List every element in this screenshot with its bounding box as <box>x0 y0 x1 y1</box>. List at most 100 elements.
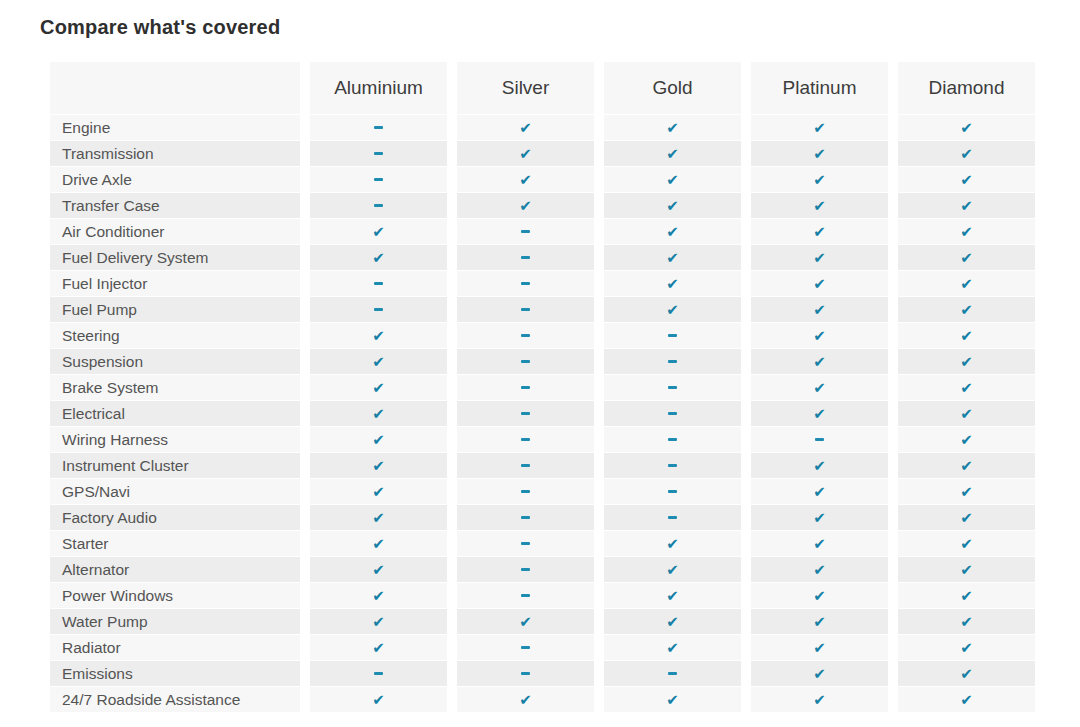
check-icon: ✔ <box>960 354 973 369</box>
not-covered-cell <box>447 504 594 530</box>
covered-cell: ✔ <box>300 244 447 270</box>
covered-cell: ✔ <box>741 582 888 608</box>
table-row: Factory Audio✔✔✔ <box>50 504 1035 530</box>
check-icon: ✔ <box>960 146 973 161</box>
not-covered-cell <box>300 140 447 166</box>
not-covered-cell <box>300 192 447 218</box>
dash-icon <box>521 594 530 597</box>
covered-cell: ✔ <box>741 504 888 530</box>
covered-cell: ✔ <box>300 322 447 348</box>
not-covered-cell <box>447 478 594 504</box>
check-icon: ✔ <box>372 432 385 447</box>
dash-icon <box>521 256 530 259</box>
covered-cell: ✔ <box>741 374 888 400</box>
check-icon: ✔ <box>813 406 826 421</box>
table-row: Drive Axle✔✔✔✔ <box>50 166 1035 192</box>
table-row: Fuel Delivery System✔✔✔✔ <box>50 244 1035 270</box>
check-icon: ✔ <box>813 198 826 213</box>
dash-icon <box>521 646 530 649</box>
table-row: Engine✔✔✔✔ <box>50 114 1035 140</box>
check-icon: ✔ <box>813 250 826 265</box>
table-row: Radiator✔✔✔✔ <box>50 634 1035 660</box>
table-row: Emissions✔✔ <box>50 660 1035 686</box>
covered-cell: ✔ <box>300 426 447 452</box>
covered-cell: ✔ <box>741 322 888 348</box>
covered-cell: ✔ <box>888 140 1035 166</box>
column-header-silver: Silver <box>447 62 594 114</box>
table-header: Aluminium Silver Gold Platinum Diamond <box>50 62 1035 114</box>
covered-cell: ✔ <box>741 244 888 270</box>
check-icon: ✔ <box>960 328 973 343</box>
check-icon: ✔ <box>960 536 973 551</box>
covered-cell: ✔ <box>888 426 1035 452</box>
dash-icon <box>374 178 383 181</box>
covered-cell: ✔ <box>741 270 888 296</box>
dash-icon <box>668 334 677 337</box>
not-covered-cell <box>594 426 741 452</box>
row-label: Steering <box>50 322 300 348</box>
covered-cell: ✔ <box>888 192 1035 218</box>
dash-icon <box>521 412 530 415</box>
table-row: 24/7 Roadside Assistance✔✔✔✔✔ <box>50 686 1035 712</box>
check-icon: ✔ <box>372 224 385 239</box>
row-label: Fuel Delivery System <box>50 244 300 270</box>
covered-cell: ✔ <box>888 166 1035 192</box>
check-icon: ✔ <box>372 562 385 577</box>
covered-cell: ✔ <box>594 686 741 712</box>
table-row: Wiring Harness✔✔ <box>50 426 1035 452</box>
covered-cell: ✔ <box>594 244 741 270</box>
dash-icon <box>521 360 530 363</box>
check-icon: ✔ <box>813 484 826 499</box>
coverage-table-body: Engine✔✔✔✔Transmission✔✔✔✔Drive Axle✔✔✔✔… <box>50 114 1035 712</box>
check-icon: ✔ <box>813 562 826 577</box>
table-row: Transfer Case✔✔✔✔ <box>50 192 1035 218</box>
row-label: Transfer Case <box>50 192 300 218</box>
not-covered-cell <box>594 348 741 374</box>
not-covered-cell <box>447 556 594 582</box>
check-icon: ✔ <box>666 276 679 291</box>
covered-cell: ✔ <box>300 478 447 504</box>
covered-cell: ✔ <box>741 140 888 166</box>
check-icon: ✔ <box>960 172 973 187</box>
coverage-comparison-table: Aluminium Silver Gold Platinum Diamond E… <box>50 62 1035 712</box>
column-header-diamond: Diamond <box>888 62 1035 114</box>
check-icon: ✔ <box>666 692 679 707</box>
not-covered-cell <box>447 218 594 244</box>
covered-cell: ✔ <box>300 400 447 426</box>
check-icon: ✔ <box>960 458 973 473</box>
dash-icon <box>521 282 530 285</box>
covered-cell: ✔ <box>741 634 888 660</box>
not-covered-cell <box>594 322 741 348</box>
covered-cell: ✔ <box>594 270 741 296</box>
row-label: Suspension <box>50 348 300 374</box>
dash-icon <box>668 412 677 415</box>
check-icon: ✔ <box>960 666 973 681</box>
check-icon: ✔ <box>372 536 385 551</box>
covered-cell: ✔ <box>594 634 741 660</box>
not-covered-cell <box>300 166 447 192</box>
check-icon: ✔ <box>813 510 826 525</box>
check-icon: ✔ <box>960 692 973 707</box>
check-icon: ✔ <box>813 224 826 239</box>
covered-cell: ✔ <box>888 634 1035 660</box>
check-icon: ✔ <box>372 406 385 421</box>
check-icon: ✔ <box>372 640 385 655</box>
table-row: Fuel Pump✔✔✔ <box>50 296 1035 322</box>
check-icon: ✔ <box>519 198 532 213</box>
row-label: 24/7 Roadside Assistance <box>50 686 300 712</box>
row-label: Electrical <box>50 400 300 426</box>
table-row: Power Windows✔✔✔✔ <box>50 582 1035 608</box>
covered-cell: ✔ <box>888 114 1035 140</box>
covered-cell: ✔ <box>888 504 1035 530</box>
dash-icon <box>521 490 530 493</box>
covered-cell: ✔ <box>594 582 741 608</box>
covered-cell: ✔ <box>594 296 741 322</box>
covered-cell: ✔ <box>594 140 741 166</box>
covered-cell: ✔ <box>888 348 1035 374</box>
not-covered-cell <box>447 530 594 556</box>
row-label: Transmission <box>50 140 300 166</box>
table-row: Steering✔✔✔ <box>50 322 1035 348</box>
check-icon: ✔ <box>960 562 973 577</box>
dash-icon <box>668 516 677 519</box>
covered-cell: ✔ <box>594 530 741 556</box>
